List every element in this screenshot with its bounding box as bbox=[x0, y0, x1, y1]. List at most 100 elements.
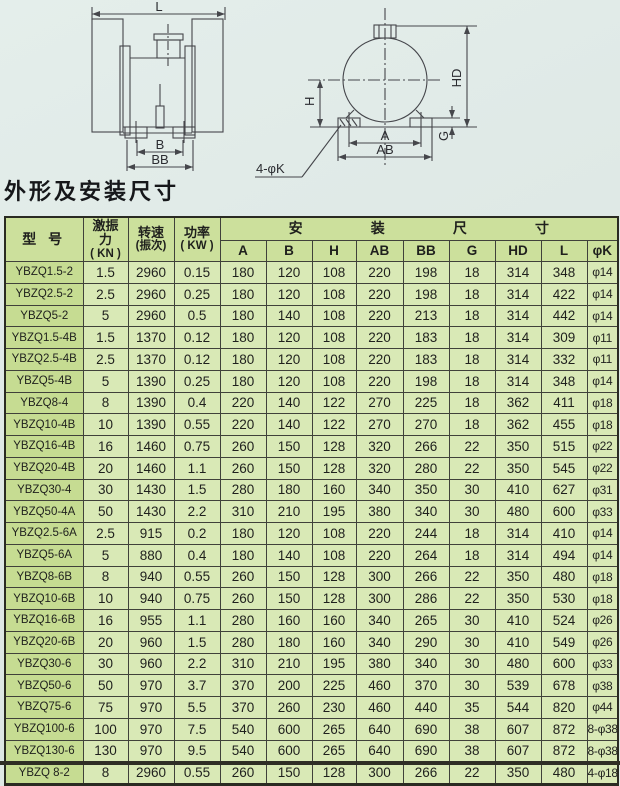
dim-value-cell: 108 bbox=[311, 282, 357, 306]
header-unit: (振次) bbox=[135, 240, 167, 253]
dim-value-cell: 260 bbox=[219, 587, 267, 610]
dim-value-cell: 210 bbox=[265, 500, 313, 523]
dim-value-cell: 18 bbox=[448, 391, 496, 415]
model-cell: YBZQ5-2 bbox=[4, 304, 84, 328]
dim-value-cell: 0.75 bbox=[173, 587, 221, 610]
dim-value-cell: 1390 bbox=[127, 413, 175, 436]
model-cell: YBZQ130-6 bbox=[4, 739, 84, 763]
dim-value-cell: 480 bbox=[540, 761, 588, 785]
header-line: 转速 bbox=[137, 224, 164, 240]
dim-value-cell: 350 bbox=[494, 456, 542, 480]
dim-value-cell: 150 bbox=[265, 435, 313, 458]
dim-value-cell: 260 bbox=[219, 565, 267, 589]
dim-value-cell: 2.5 bbox=[82, 282, 129, 306]
dim-value-cell: φ14 bbox=[586, 304, 619, 328]
dim-value-cell: 265 bbox=[402, 609, 450, 632]
dim-value-cell: 0.55 bbox=[173, 565, 221, 589]
dim-value-cell: φ14 bbox=[586, 261, 619, 284]
dim-value-cell: 915 bbox=[127, 522, 175, 545]
dim-value-cell: 120 bbox=[265, 369, 313, 393]
table-row: YBZQ130-6 130 970 9.5 540 600 265 640 690 38 607 87… bbox=[4, 739, 619, 763]
dim-value-cell: 2.2 bbox=[173, 652, 221, 676]
dim-value-cell: 340 bbox=[355, 478, 404, 502]
dim-value-cell: 50 bbox=[82, 500, 129, 523]
dim-value-cell: 160 bbox=[265, 609, 313, 632]
dim-value-cell: 314 bbox=[494, 348, 542, 371]
dim-value-cell: 348 bbox=[540, 369, 588, 393]
dim-value-cell: 442 bbox=[540, 304, 588, 328]
dim-value-cell: 309 bbox=[540, 326, 588, 349]
dim-value-cell: 120 bbox=[265, 282, 313, 306]
dim-value-cell: 960 bbox=[127, 652, 175, 676]
dim-value-cell: 266 bbox=[402, 565, 450, 589]
dim-value-cell: 18 bbox=[448, 326, 496, 349]
dim-value-cell: 220 bbox=[355, 522, 404, 545]
dim-value-cell: 0.15 bbox=[173, 261, 221, 284]
dim-value-cell: 350 bbox=[494, 587, 542, 610]
col-header-HD: HD bbox=[494, 240, 542, 262]
table-row: YBZQ16-4B 16 1460 0.75 260 150 128 320 266 22 350 5… bbox=[4, 435, 619, 458]
model-cell: YBZQ1.5-2 bbox=[4, 261, 84, 284]
dim-value-cell: 140 bbox=[265, 304, 313, 328]
dim-value-cell: φ33 bbox=[586, 500, 619, 523]
dim-value-cell: 300 bbox=[355, 587, 404, 610]
dim-value-cell: 350 bbox=[494, 565, 542, 589]
table-row: YBZQ16-6B 16 955 1.1 280 160 160 340 265 30 410 524… bbox=[4, 609, 619, 632]
dim-value-cell: 120 bbox=[265, 522, 313, 545]
dim-value-cell: 340 bbox=[355, 609, 404, 632]
dim-value-cell: 180 bbox=[219, 304, 267, 328]
dim-value-cell: φ14 bbox=[586, 522, 619, 545]
dim-value-cell: 18 bbox=[448, 304, 496, 328]
dim-value-cell: 198 bbox=[402, 369, 450, 393]
dim-label-L: L bbox=[155, 0, 162, 14]
table-row: YBZQ5-6A 5 880 0.4 180 140 108 220 264 18 314 494 φ1… bbox=[4, 543, 619, 567]
dim-value-cell: 480 bbox=[540, 565, 588, 589]
col-header-A: A bbox=[219, 240, 267, 262]
dim-value-cell: 410 bbox=[494, 478, 542, 502]
dim-value-cell: 160 bbox=[311, 630, 357, 654]
dim-value-cell: 872 bbox=[540, 739, 588, 763]
dim-value-cell: 22 bbox=[448, 565, 496, 589]
dim-value-cell: 244 bbox=[402, 522, 450, 545]
dim-value-cell: 122 bbox=[311, 413, 357, 436]
dim-value-cell: 640 bbox=[355, 739, 404, 763]
dim-value-cell: 18 bbox=[448, 543, 496, 567]
dim-value-cell: 314 bbox=[494, 543, 542, 567]
dim-value-cell: 20 bbox=[82, 456, 129, 480]
dim-value-cell: 0.55 bbox=[173, 761, 221, 785]
dim-value-cell: 225 bbox=[311, 674, 357, 697]
dim-value-cell: 290 bbox=[402, 630, 450, 654]
dim-value-cell: 210 bbox=[265, 652, 313, 676]
dim-value-cell: 260 bbox=[219, 435, 267, 458]
dim-value-cell: 460 bbox=[355, 674, 404, 697]
spec-table-body: YBZQ1.5-2 1.5 2960 0.15 180 120 108 220 198 18 314… bbox=[4, 261, 619, 785]
dim-value-cell: 180 bbox=[219, 543, 267, 567]
dim-value-cell: 180 bbox=[265, 478, 313, 502]
dim-value-cell: 286 bbox=[402, 587, 450, 610]
dim-value-cell: 180 bbox=[219, 261, 267, 284]
dim-value-cell: 690 bbox=[402, 739, 450, 763]
dim-value-cell: 940 bbox=[127, 565, 175, 589]
dim-value-cell: 460 bbox=[355, 696, 404, 719]
dim-value-cell: 480 bbox=[494, 500, 542, 523]
dim-value-cell: φ14 bbox=[586, 543, 619, 567]
dim-value-cell: 9.5 bbox=[173, 739, 221, 763]
dim-value-cell: 180 bbox=[219, 348, 267, 371]
dim-value-cell: 30 bbox=[448, 609, 496, 632]
dim-value-cell: 314 bbox=[494, 304, 542, 328]
dim-value-cell: 30 bbox=[448, 478, 496, 502]
dim-value-cell: 455 bbox=[540, 413, 588, 436]
dim-value-cell: φ18 bbox=[586, 587, 619, 610]
col-header-AB: AB bbox=[355, 240, 404, 262]
dim-value-cell: 220 bbox=[355, 261, 404, 284]
dim-value-cell: 1390 bbox=[127, 391, 175, 415]
dim-value-cell: 160 bbox=[311, 609, 357, 632]
dim-value-cell: 545 bbox=[540, 456, 588, 480]
dim-value-cell: 280 bbox=[402, 456, 450, 480]
dim-value-cell: 108 bbox=[311, 326, 357, 349]
dim-value-cell: 35 bbox=[448, 696, 496, 719]
dim-value-cell: 220 bbox=[355, 326, 404, 349]
table-row: YBZQ 8-2 8 2960 0.55 260 150 128 300 266 22 350 480… bbox=[4, 761, 619, 785]
dim-value-cell: 530 bbox=[540, 587, 588, 610]
dim-value-cell: 128 bbox=[311, 761, 357, 785]
